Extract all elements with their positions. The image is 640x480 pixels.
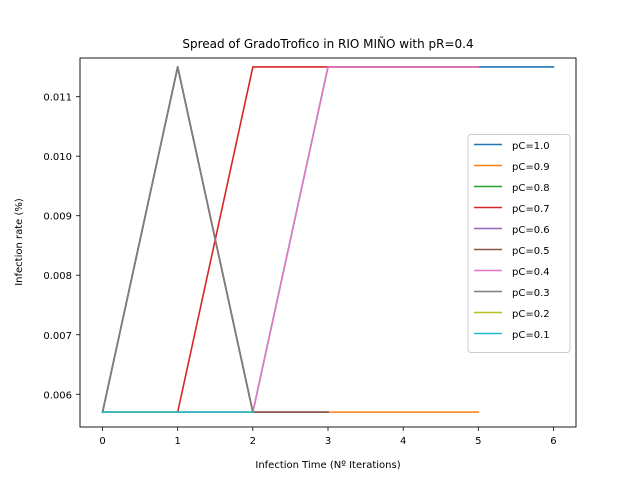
y-tick-label-1: 0.007 (43, 331, 72, 342)
y-tick-label-3: 0.009 (43, 212, 72, 223)
x-tick-label-6: 6 (550, 436, 556, 447)
legend: pC=1.0 pC=0.9 pC=0.8 pC=0.7 pC=0.6 pC=0.5 pC=0… (467, 134, 571, 353)
chart-title: Spread of GradoTrofico in RIO MIÑO with … (182, 36, 473, 51)
legend-label-2: pC=0.8 (512, 183, 550, 194)
y-axis-title: Infection rate (%) (14, 198, 25, 286)
legend-label-9: pC=0.1 (512, 330, 550, 341)
y-tick-label-4: 0.010 (43, 152, 72, 163)
x-tick-label-5: 5 (475, 436, 481, 447)
plot-lines (101, 66, 555, 414)
series-line-7 (101, 66, 254, 414)
legend-label-5: pC=0.5 (512, 246, 550, 257)
y-axis: 0.006 0.007 0.008 0.009 0.010 0.011 (43, 93, 80, 401)
legend-label-1: pC=0.9 (512, 162, 550, 173)
legend-label-7: pC=0.3 (512, 288, 550, 299)
x-axis: 0 1 2 3 4 5 6 (99, 427, 557, 447)
x-tick-label-4: 4 (400, 436, 406, 447)
x-axis-title: Infection Time (Nº Iterations) (255, 460, 400, 471)
legend-label-8: pC=0.2 (512, 309, 550, 320)
y-tick-label-2: 0.008 (43, 271, 72, 282)
y-tick-label-0: 0.006 (43, 390, 72, 401)
x-tick-label-0: 0 (99, 436, 105, 447)
legend-label-0: pC=1.0 (512, 141, 550, 152)
legend-label-6: pC=0.4 (512, 267, 550, 278)
x-tick-label-3: 3 (325, 436, 331, 447)
legend-box (467, 134, 571, 353)
x-tick-label-1: 1 (175, 436, 181, 447)
legend-label-4: pC=0.6 (512, 225, 550, 236)
legend-label-3: pC=0.7 (512, 204, 550, 215)
x-tick-label-2: 2 (250, 436, 256, 447)
y-tick-label-5: 0.011 (43, 93, 72, 104)
